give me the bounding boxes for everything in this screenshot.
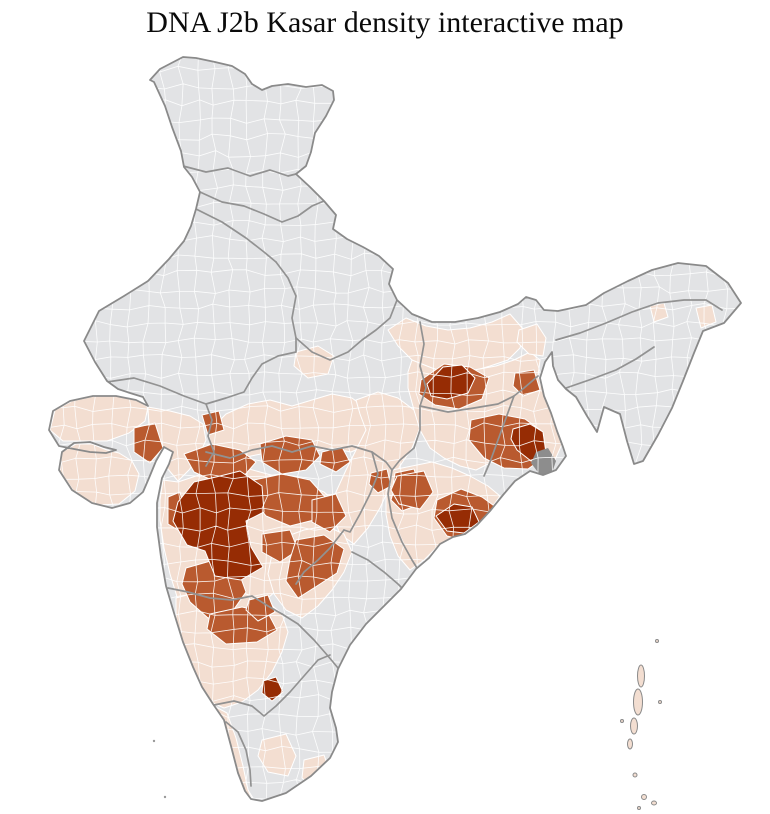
state-border-18 (565, 346, 655, 389)
island-2[interactable] (633, 688, 643, 716)
map-title: DNA J2b Kasar density interactive map (146, 6, 624, 39)
state-border-19 (295, 529, 345, 585)
state-border-12 (483, 395, 515, 477)
state-border-10 (419, 321, 427, 407)
district-region-vadodara[interactable] (133, 422, 164, 464)
state-border-7 (205, 445, 393, 471)
island-6[interactable] (658, 700, 662, 704)
islet-dot-1 (163, 795, 167, 799)
state-border-21 (343, 451, 379, 533)
district-region-latur[interactable] (261, 529, 299, 563)
district-region-nanded[interactable] (311, 493, 347, 533)
island-4[interactable] (627, 738, 633, 750)
island-5[interactable] (620, 719, 624, 723)
state-border-13 (391, 405, 421, 471)
island-1[interactable] (637, 664, 645, 688)
state-border-5 (106, 337, 297, 405)
state-border-16 (225, 721, 252, 787)
state-border-4 (295, 299, 398, 361)
island-8[interactable] (641, 794, 647, 800)
district-region-khandwa-cluster[interactable] (259, 435, 321, 475)
state-border-14 (387, 469, 418, 569)
island-3[interactable] (630, 717, 638, 735)
district-region-telangana-cluster[interactable] (285, 534, 345, 599)
district-region-assam-east-patch[interactable] (695, 304, 717, 329)
district-region-godhra[interactable] (201, 410, 225, 436)
island-7[interactable] (632, 772, 638, 778)
island-10[interactable] (637, 806, 641, 810)
state-border-17 (555, 299, 723, 341)
country-body (49, 57, 741, 801)
state-border-0 (182, 165, 297, 177)
district-region-odisha-west[interactable] (390, 470, 434, 510)
state-border-9 (281, 613, 339, 669)
island-9[interactable] (651, 800, 657, 806)
state-border-15 (213, 654, 331, 717)
state-border-1 (199, 191, 325, 223)
island-0[interactable] (655, 639, 659, 643)
state-border-3 (275, 261, 297, 339)
state-border-8 (167, 587, 283, 615)
islet-dot-0 (152, 739, 156, 743)
district-region-north-bengal[interactable] (516, 323, 547, 357)
district-region-tamilnadu-central[interactable] (257, 733, 297, 777)
state-border-2 (195, 208, 277, 263)
state-border-20 (351, 551, 403, 589)
state-border-6 (205, 403, 215, 467)
state-border-11 (419, 375, 539, 413)
district-region-chhattisgarh-spot-1[interactable] (368, 468, 392, 494)
national-boundary (48, 56, 742, 802)
